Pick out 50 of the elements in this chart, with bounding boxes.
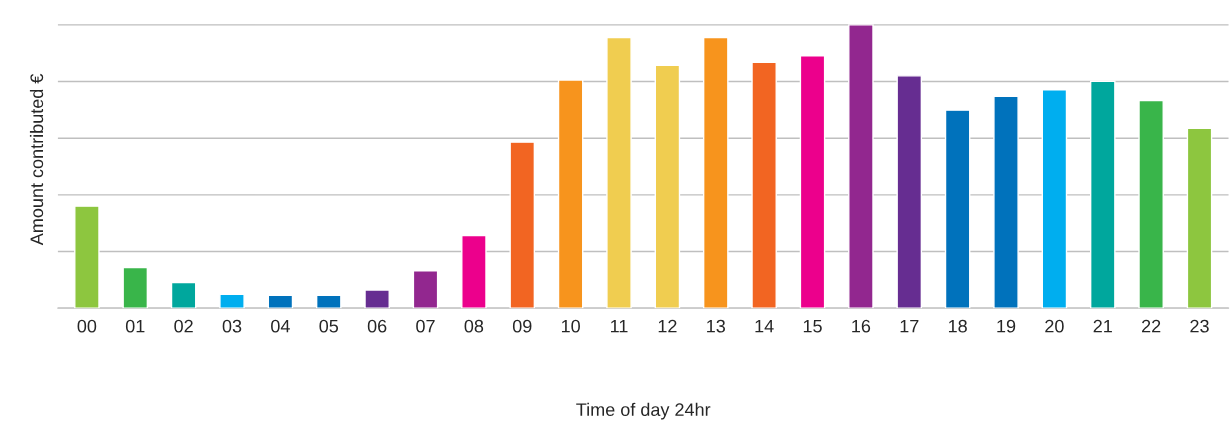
x-tick-label: 03 bbox=[222, 319, 242, 333]
x-tick-label: 02 bbox=[174, 319, 193, 333]
bar bbox=[1041, 89, 1068, 309]
bar bbox=[364, 289, 390, 309]
bar bbox=[993, 95, 1019, 309]
bar bbox=[751, 61, 777, 309]
bar bbox=[799, 55, 826, 309]
bar bbox=[1186, 127, 1213, 309]
bar bbox=[315, 294, 342, 309]
x-tick-label: 06 bbox=[367, 319, 387, 333]
bar bbox=[654, 64, 681, 309]
x-tick-label: 14 bbox=[755, 319, 774, 333]
x-tick-label: 22 bbox=[1142, 319, 1161, 333]
x-tick-label: 20 bbox=[1045, 319, 1064, 333]
bar bbox=[944, 109, 971, 309]
bar bbox=[412, 270, 439, 309]
x-tick-label: 21 bbox=[1093, 319, 1112, 333]
bar bbox=[509, 141, 536, 309]
bar bbox=[557, 79, 584, 309]
x-tick-label: 17 bbox=[900, 319, 919, 333]
y-axis-title: Amount contributed € bbox=[29, 73, 44, 246]
bar bbox=[702, 36, 729, 309]
bar bbox=[267, 294, 294, 309]
bar bbox=[170, 281, 197, 309]
x-tick-label: 16 bbox=[852, 319, 871, 333]
x-tick-label: 04 bbox=[271, 319, 290, 333]
x-tick-label: 23 bbox=[1190, 319, 1209, 333]
bar bbox=[219, 293, 245, 309]
x-tick-label: 08 bbox=[464, 319, 484, 333]
bar bbox=[606, 36, 632, 309]
bar bbox=[122, 266, 149, 309]
bar bbox=[1089, 80, 1116, 309]
x-tick-label: 11 bbox=[611, 319, 628, 333]
bar bbox=[461, 234, 487, 309]
x-tick-label: 00 bbox=[77, 319, 97, 333]
bar bbox=[848, 24, 874, 309]
x-axis-title: Time of day 24hr bbox=[576, 402, 711, 420]
x-tick-label: 13 bbox=[707, 319, 726, 333]
bar bbox=[74, 205, 100, 309]
bar bbox=[1138, 99, 1164, 309]
x-tick-label: 12 bbox=[658, 319, 677, 333]
x-tick-label: 01 bbox=[125, 319, 145, 333]
x-tick-label: 18 bbox=[948, 319, 967, 333]
bar bbox=[896, 75, 923, 309]
x-tick-label: 05 bbox=[319, 319, 339, 333]
x-tick-label: 19 bbox=[997, 319, 1016, 333]
x-tick-label: 10 bbox=[561, 319, 580, 333]
x-tick-label: 09 bbox=[512, 319, 532, 333]
x-tick-label: 07 bbox=[416, 319, 435, 333]
x-tick-label: 15 bbox=[803, 319, 822, 333]
